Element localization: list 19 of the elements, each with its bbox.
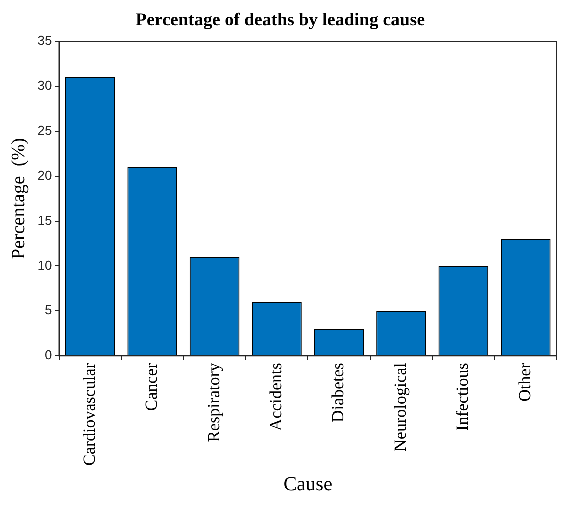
x-axis-title: Cause: [284, 473, 333, 496]
x-tick-label: Cardiovascular: [80, 362, 99, 466]
y-tick-label: 15: [38, 212, 52, 228]
y-tick-label: 10: [38, 258, 52, 273]
y-tick-label: 35: [38, 33, 52, 48]
y-tick-label: 0: [45, 348, 52, 363]
y-tick-label: 30: [38, 78, 52, 94]
y-axis-title: Percentage (%): [8, 138, 30, 260]
x-tick-label: Cancer: [142, 362, 162, 412]
x-tick-label: Accidents: [266, 363, 286, 432]
chart-title: Percentage of deaths by leading cause: [136, 9, 426, 30]
x-tick-label: Neurological: [390, 362, 410, 452]
x-tick-label: Other: [515, 362, 534, 402]
y-tick-label: 5: [45, 302, 52, 318]
y-tick-label: 25: [38, 123, 52, 138]
x-tick-label: Diabetes: [328, 363, 348, 423]
x-tick-label: Respiratory: [204, 362, 224, 442]
x-tick-label: Infectious: [453, 363, 472, 432]
y-tick-label: 20: [38, 168, 52, 183]
